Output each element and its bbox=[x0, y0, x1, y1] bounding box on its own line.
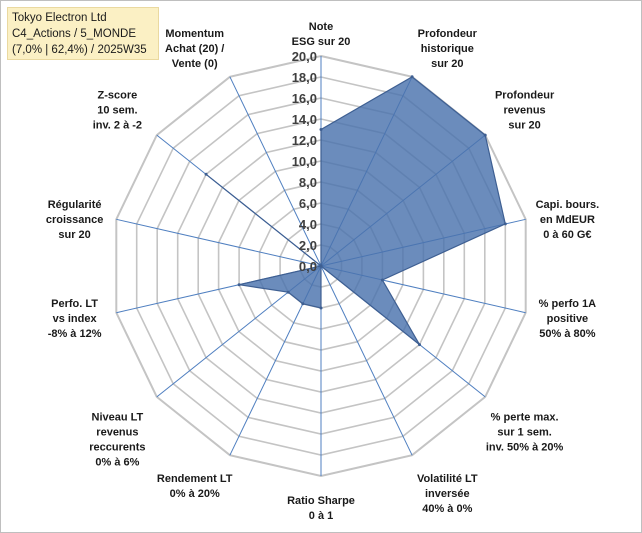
data-point bbox=[286, 290, 290, 294]
axis-label: Z-score 10 sem. inv. 2 à -2 bbox=[93, 90, 142, 132]
tick-label: 16,0 bbox=[292, 91, 317, 106]
axis-label-line: 0 à 60 G€ bbox=[543, 229, 591, 241]
axis-label-line: Momentum bbox=[165, 28, 224, 40]
data-point bbox=[237, 283, 241, 287]
data-point bbox=[380, 278, 384, 282]
axis-label: Profondeur revenus sur 20 bbox=[495, 90, 555, 132]
tick-label: 14,0 bbox=[292, 112, 317, 127]
axis-label: Capi. bours. en MdEUR 0 à 60 G€ bbox=[536, 199, 600, 241]
axis-label-line: Capi. bours. bbox=[536, 199, 600, 211]
data-point bbox=[410, 75, 414, 79]
axis-label: Volatilité LT inversée 40% à 0% bbox=[417, 473, 478, 515]
axis-label-line: 40% à 0% bbox=[422, 503, 472, 515]
axis-label: % perte max. sur 1 sem. inv. 50% à 20% bbox=[486, 411, 564, 453]
axis-label-line: Niveau LT bbox=[92, 411, 144, 423]
tick-label: 12,0 bbox=[292, 133, 317, 148]
axis-label-line: historique bbox=[421, 43, 474, 55]
tick-label: 6,0 bbox=[299, 196, 317, 211]
axis-label-line: revenus bbox=[503, 105, 545, 117]
axis-label-line: Ratio Sharpe bbox=[287, 495, 355, 507]
data-point bbox=[319, 264, 323, 268]
axis-label: Ratio Sharpe 0 à 1 bbox=[287, 495, 355, 522]
axis-label-line: Vente (0) bbox=[172, 58, 218, 70]
axis-label-line: Profondeur bbox=[418, 28, 478, 40]
axis-label-line: croissance bbox=[46, 214, 103, 226]
axis-label: Régularité croissance sur 20 bbox=[46, 199, 103, 241]
axis-label-line: 0% à 6% bbox=[95, 456, 139, 468]
series-polygon bbox=[205, 76, 506, 346]
tick-label: 8,0 bbox=[299, 175, 317, 190]
axis-label-line: Régularité bbox=[48, 199, 102, 211]
chart-title-box: Tokyo Electron Ltd C4_Actions / 5_MONDE … bbox=[7, 7, 159, 60]
data-point bbox=[301, 302, 305, 306]
axis-label-line: Profondeur bbox=[495, 90, 555, 102]
axis-label: Profondeur historique sur 20 bbox=[418, 28, 478, 70]
tick-label: 0,0 bbox=[299, 259, 317, 274]
axis-label-line: inv. 50% à 20% bbox=[486, 441, 564, 453]
data-point bbox=[503, 222, 507, 226]
axis-label-line: 50% à 80% bbox=[539, 328, 595, 340]
tick-label: 18,0 bbox=[292, 70, 317, 85]
axis-label-line: 0% à 20% bbox=[170, 488, 220, 500]
axis-label-line: Note bbox=[309, 21, 333, 33]
axis-label-line: ESG sur 20 bbox=[292, 36, 351, 48]
tick-label: 4,0 bbox=[299, 217, 317, 232]
data-point bbox=[319, 306, 323, 310]
axis-label-line: positive bbox=[547, 313, 589, 325]
axis-label-line: Rendement LT bbox=[157, 473, 233, 485]
title-line-company: Tokyo Electron Ltd bbox=[12, 12, 107, 24]
title-line-stats: (7,0% | 62,4%) / 2025W35 bbox=[12, 44, 147, 56]
axis-label-line: 10 sem. bbox=[97, 105, 137, 117]
axis-label: Note ESG sur 20 bbox=[292, 21, 351, 48]
data-point bbox=[483, 133, 487, 137]
tick-label: 2,0 bbox=[299, 238, 317, 253]
axis-label-line: reccurents bbox=[89, 441, 145, 453]
axis-label-line: inversée bbox=[425, 488, 470, 500]
axis-label: % perfo 1A positive 50% à 80% bbox=[539, 298, 597, 340]
axis-label-line: inv. 2 à -2 bbox=[93, 120, 142, 132]
data-point bbox=[319, 128, 323, 131]
data-point bbox=[204, 172, 208, 176]
axis-spoke bbox=[320, 265, 413, 456]
axis-label-line: revenus bbox=[96, 426, 138, 438]
axis-label-line: 0 à 1 bbox=[309, 510, 333, 522]
axis-label-line: sur 1 sem. bbox=[497, 426, 551, 438]
axis-label-line: % perte max. bbox=[491, 411, 559, 423]
axis-label-line: sur 20 bbox=[58, 229, 90, 241]
title-line-category: C4_Actions / 5_MONDE bbox=[12, 28, 136, 40]
axis-label: Rendement LT 0% à 20% bbox=[157, 473, 233, 500]
axis-label: Perfo. LT vs index -8% à 12% bbox=[48, 298, 102, 340]
tick-label: 20,0 bbox=[292, 49, 317, 64]
axis-label-line: vs index bbox=[53, 313, 98, 325]
data-point bbox=[418, 343, 421, 347]
axis-label-line: % perfo 1A bbox=[539, 298, 597, 310]
axis-label-line: sur 20 bbox=[508, 120, 540, 132]
axis-label-line: Achat (20) / bbox=[165, 43, 224, 55]
axis-label-line: sur 20 bbox=[431, 58, 463, 70]
axis-label-line: Perfo. LT bbox=[51, 298, 98, 310]
axis-spoke bbox=[116, 218, 322, 267]
axis-label-line: Z-score bbox=[98, 90, 138, 102]
axis-label-line: Volatilité LT bbox=[417, 473, 478, 485]
axis-label: Momentum Achat (20) / Vente (0) bbox=[165, 28, 224, 70]
tick-label: 10,0 bbox=[292, 154, 317, 169]
axis-label-line: en MdEUR bbox=[540, 214, 595, 226]
axis-label: Niveau LT revenus reccurents 0% à 6% bbox=[89, 411, 145, 468]
axis-label-line: -8% à 12% bbox=[48, 328, 102, 340]
axis-spoke bbox=[229, 76, 322, 267]
